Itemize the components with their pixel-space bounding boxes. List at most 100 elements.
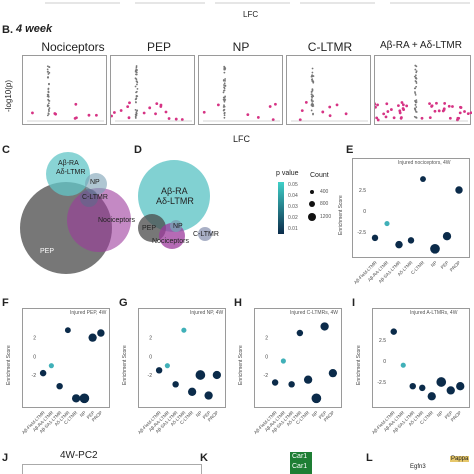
enrichment-dot xyxy=(328,368,338,378)
venn-d-label-adltmr: Aδ-LTMR xyxy=(156,196,194,206)
volcano-point-sig xyxy=(442,107,446,111)
pvalue-tick: 0.05 xyxy=(288,182,298,188)
volcano-point-nonsig xyxy=(311,78,313,81)
top-lfc-label: LFC xyxy=(243,10,259,19)
pvalue-tick: 0.02 xyxy=(288,215,298,221)
volcano-point-sig xyxy=(402,108,406,111)
volcano-point-sig xyxy=(113,111,116,114)
volcano-point-sig xyxy=(443,102,447,105)
enrichment-dot xyxy=(39,369,47,377)
volcano-point-nonsig xyxy=(135,80,138,83)
enrichment-dot xyxy=(390,328,397,335)
volcano-plot-cltmr xyxy=(286,55,371,125)
pvalue-tick: 0.04 xyxy=(288,193,298,199)
y-tick-label: 2.5 xyxy=(379,338,386,344)
enrichment-dot xyxy=(56,382,63,390)
volcano-point-sig xyxy=(87,113,91,117)
enrichment-dot xyxy=(271,379,279,386)
volcano-svg-4 xyxy=(291,67,368,122)
volcano-point-sig xyxy=(437,109,441,113)
volcano-point-sig xyxy=(74,102,78,106)
venn-d-label-cltmr: C-LTMR xyxy=(193,231,219,238)
volcano-point-nonsig xyxy=(135,73,138,76)
volcano-point-sig xyxy=(392,116,396,120)
volcano-svg-1 xyxy=(27,65,104,122)
volcano-point-nonsig xyxy=(135,113,138,115)
y-tick-label: 0 xyxy=(383,359,386,365)
volcano-point-sig xyxy=(328,105,332,109)
volcano-point-nonsig xyxy=(47,104,49,107)
volcano-point-nonsig xyxy=(47,94,50,96)
volcano-point-sig xyxy=(246,113,250,117)
panel-l-gene-1: Egfn3 xyxy=(410,464,426,470)
volcano-point-sig xyxy=(376,118,380,122)
volcano-point-nonsig xyxy=(47,91,50,93)
volcano-point-nonsig xyxy=(312,105,315,107)
volcano-plot-ab-ra xyxy=(357,55,474,125)
venn-c-label-pep: PEP xyxy=(40,248,55,255)
enrichment-plot-f: -2 0 2 xyxy=(22,308,110,408)
volcano-point-sig xyxy=(389,108,393,111)
volcano-point-nonsig xyxy=(310,91,313,93)
enrichment-dot xyxy=(455,186,463,194)
volcano-point-sig xyxy=(271,118,275,122)
enrichment-dot xyxy=(79,393,90,404)
panel-f-title: Injured PEP, 4W xyxy=(70,310,107,316)
y-tick-label: 2 xyxy=(33,336,36,342)
pvalue-tick: 0.03 xyxy=(288,204,298,210)
volcano-point-sig xyxy=(376,103,379,107)
enrichment-plot-g: -2 0 2 xyxy=(138,308,226,408)
venn-c-cltmr-circle xyxy=(80,189,98,207)
volcano-point-sig xyxy=(385,102,389,106)
volcano-point-sig xyxy=(435,101,438,105)
volcano-point-nonsig xyxy=(311,102,314,104)
enrichment-dot xyxy=(48,363,54,369)
venn-c-label-adltmr: Aδ-LTMR xyxy=(56,169,86,176)
volcano-point-nonsig xyxy=(312,95,315,98)
y-tick-label: -2 xyxy=(264,373,269,379)
volcano-point-sig xyxy=(451,105,454,108)
volcano-point-sig xyxy=(174,117,178,121)
volcano-point-sig xyxy=(459,106,463,109)
volcano-title-ab-ra: Aβ-RA + Aδ-LTMR xyxy=(380,40,462,51)
enrichment-dot xyxy=(395,240,403,249)
panel-e-cats: Aβ-Field-LTMR Aβ-RA-LTMR Aβ-SA1-LTMR Aδ-LTM… xyxy=(352,258,470,288)
enrichment-svg-h: -2 0 2 xyxy=(264,322,338,404)
panel-l-gene-2: Pappa xyxy=(450,456,470,462)
y-tick-label: 0 xyxy=(265,354,268,360)
volcano-point-nonsig xyxy=(415,70,418,72)
enrichment-dot xyxy=(456,382,465,391)
enrichment-svg-e: -2.5 0 2.5 xyxy=(357,176,463,254)
panel-d-letter: D xyxy=(134,144,142,156)
volcano-point-nonsig xyxy=(415,106,418,108)
panel-k-gene-box: Car1 Car1 xyxy=(290,452,312,474)
volcano-svg-5 xyxy=(357,64,474,122)
volcano-point-sig xyxy=(335,103,339,107)
panel-j-frame xyxy=(22,464,202,474)
enrichment-dot xyxy=(71,394,81,403)
volcano-point-sig xyxy=(274,102,277,106)
category-label: NP xyxy=(429,260,438,268)
panel-g-ylabel: Enrichment Score xyxy=(122,345,128,385)
volcano-plot-np xyxy=(188,55,283,125)
volcano-point-sig xyxy=(430,105,433,108)
venn-c-label-cltmr: C-LTMR xyxy=(82,194,108,201)
panel-j-letter: J xyxy=(2,452,9,464)
venn-d-abra-circle xyxy=(138,160,210,232)
volcano-point-nonsig xyxy=(135,97,138,100)
volcano-point-nonsig xyxy=(46,114,49,117)
enrichment-dot xyxy=(181,327,187,333)
count-value: 400 xyxy=(320,189,329,195)
volcano-point-nonsig xyxy=(312,112,314,115)
venn-c-label-np: NP xyxy=(90,179,100,186)
enrichment-dot xyxy=(303,375,313,384)
enrichment-dot xyxy=(280,358,286,364)
volcano-point-sig xyxy=(126,105,130,109)
venn-diagram-c xyxy=(20,152,131,274)
volcano-point-sig xyxy=(428,102,431,106)
volcano-point-nonsig xyxy=(223,82,226,85)
volcano-point-nonsig xyxy=(224,68,226,71)
enrichment-svg-f: -2 0 2 xyxy=(32,327,105,404)
enrichment-dot xyxy=(97,329,105,337)
volcano-point-nonsig xyxy=(48,100,51,102)
